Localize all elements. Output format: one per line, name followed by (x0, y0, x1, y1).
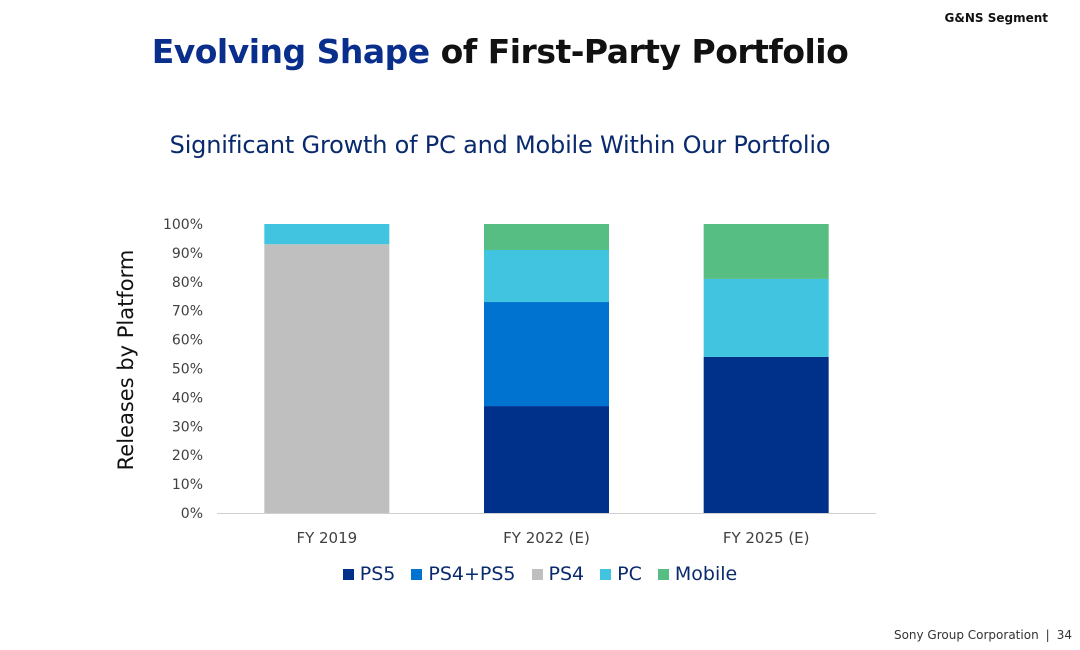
legend-swatch (342, 568, 354, 580)
chart-legend: PS5 PS4+PS5 PS4 PC Mobile (0, 563, 1080, 585)
x-axis-ticks: FY 2019 FY 2022 (E) FY 2025 (E) (296, 529, 809, 547)
x-tick-label: FY 2025 (E) (723, 529, 810, 547)
legend-swatch (600, 568, 612, 580)
y-tick-label: 30% (172, 419, 203, 435)
legend-label: PS4+PS5 (428, 563, 516, 585)
bar-pc-fy-2019 (264, 224, 390, 245)
legend-item-ps4: PS4 (531, 563, 585, 585)
bar-pc-fy-2025-e (703, 278, 829, 357)
legend-label: PC (617, 563, 642, 585)
x-tick-label: FY 2019 (296, 529, 357, 547)
y-tick-label: 60% (172, 333, 203, 349)
y-tick-label: 100% (163, 217, 203, 233)
bar-pc-fy-2022-e (484, 250, 609, 303)
bar-mobile-fy-2022-e (484, 224, 609, 251)
page-title-rest: of First-Party Portfolio (429, 32, 849, 71)
page-number: 34 (1056, 628, 1072, 642)
chart-title: Significant Growth of PC and Mobile With… (169, 131, 831, 159)
legend-label: PS5 (359, 563, 396, 585)
legend-swatch (531, 568, 543, 580)
y-tick-label: 0% (181, 506, 203, 522)
page-title-accent: Evolving Shape (151, 32, 431, 71)
legend-item-ps4-ps5: PS4+PS5 (411, 563, 516, 585)
legend-item-ps5: PS5 (342, 563, 396, 585)
chart-bars (264, 224, 829, 514)
bar-mobile-fy-2025-e (703, 224, 829, 279)
legend-item-pc: PC (600, 563, 642, 585)
footer: Sony Group Corporation | 34 (894, 628, 1072, 642)
bar-ps5-fy-2022-e (484, 406, 609, 513)
bar-ps4-ps5-fy-2022-e (484, 302, 609, 407)
bar-ps5-fy-2025-e (703, 356, 829, 513)
footer-company: Sony Group Corporation (893, 628, 1039, 642)
y-tick-label: 40% (172, 390, 203, 406)
y-tick-label: 70% (172, 304, 203, 320)
y-tick-label: 80% (172, 275, 203, 291)
legend-swatch (657, 568, 669, 580)
legend-label: PS4 (548, 563, 585, 585)
y-axis-ticks: 0% 10% 20% 30% 40% 50% 60% 70% 80% 90% 100% (163, 217, 203, 522)
x-tick-label: FY 2022 (E) (503, 529, 590, 547)
legend-label: Mobile (674, 563, 738, 585)
y-tick-label: 90% (172, 246, 203, 262)
segment-label: G&NS Segment (944, 11, 1048, 25)
footer-separator: | (1045, 628, 1050, 642)
page-title: Evolving Shape of First-Party Portfolio (0, 32, 1000, 71)
y-tick-label: 10% (172, 477, 203, 493)
y-tick-label: 20% (172, 448, 203, 464)
legend-item-mobile: Mobile (657, 563, 738, 585)
bar-ps4-fy-2019 (264, 244, 390, 514)
legend-swatch (411, 568, 423, 580)
y-tick-label: 50% (172, 362, 203, 378)
y-axis-label: Releases by Platform (114, 249, 138, 471)
